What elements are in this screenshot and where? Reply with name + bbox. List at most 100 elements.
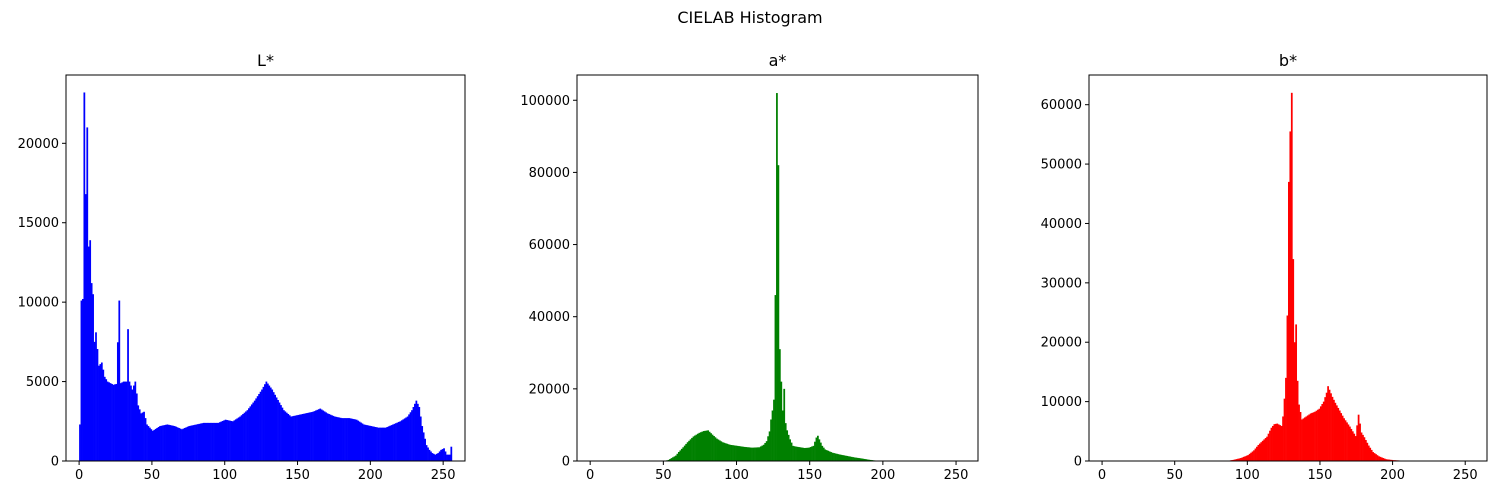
histogram-bar xyxy=(1373,453,1376,461)
histogram-bar xyxy=(764,442,767,461)
histogram-bar xyxy=(814,441,816,461)
histogram-bar xyxy=(1256,446,1258,461)
histogram-bar xyxy=(265,381,268,461)
histogram-bar xyxy=(843,455,846,461)
histogram-bar xyxy=(686,442,689,461)
histogram-bar xyxy=(1340,413,1343,461)
histogram-bar xyxy=(202,422,205,461)
histogram-bar xyxy=(294,415,297,461)
histogram-bar xyxy=(198,423,201,461)
histogram-bar xyxy=(1292,259,1295,461)
histogram-bar xyxy=(175,426,177,461)
histogram-bar xyxy=(338,417,341,461)
histogram-bar xyxy=(275,397,278,461)
histogram-bar xyxy=(1266,436,1268,461)
histogram-bar xyxy=(745,447,748,461)
histogram-bar xyxy=(675,455,677,461)
histogram-bar xyxy=(108,382,110,461)
histogram-bar xyxy=(307,412,310,461)
histogram-bar xyxy=(1305,416,1308,461)
histogram-bar xyxy=(1283,398,1286,461)
histogram-bar xyxy=(446,454,448,461)
histogram-bar xyxy=(291,416,294,461)
histogram-bar xyxy=(293,415,295,461)
histogram-bar xyxy=(217,422,220,461)
histogram-bar xyxy=(380,427,383,461)
histogram-bar xyxy=(1360,432,1363,461)
histogram-bar xyxy=(740,446,743,461)
histogram-bar xyxy=(358,421,361,461)
histogram-bar xyxy=(1240,458,1242,461)
histogram-bar xyxy=(852,457,854,461)
histogram-bar xyxy=(373,426,376,461)
histogram-bar xyxy=(771,410,774,461)
histogram-bar xyxy=(296,415,298,461)
histogram-bar xyxy=(127,329,129,461)
histogram-bar xyxy=(685,443,688,461)
histogram-bar xyxy=(1250,452,1252,461)
histogram-bar xyxy=(387,426,390,461)
histogram-bar xyxy=(173,426,176,461)
histogram-bar xyxy=(329,414,332,461)
histogram-bar xyxy=(103,376,106,461)
histogram-bar xyxy=(672,457,674,461)
histogram-bar xyxy=(188,426,191,461)
histogram-bar xyxy=(331,415,333,461)
histogram-bar xyxy=(689,439,692,461)
histogram-bar xyxy=(683,445,686,461)
histogram-bar xyxy=(301,413,304,461)
histogram-bar xyxy=(165,424,167,461)
histogram-bar xyxy=(434,454,437,461)
histogram-bar xyxy=(762,444,765,461)
histogram-bar xyxy=(392,424,394,461)
histogram-bar xyxy=(131,389,134,461)
histogram-bar xyxy=(1279,425,1282,461)
histogram-bar xyxy=(424,438,426,461)
histogram-bar xyxy=(242,413,244,461)
histogram-bar xyxy=(272,392,275,461)
histogram-bar xyxy=(290,416,293,461)
y-tick-label: 10000 xyxy=(1041,395,1082,410)
histogram-bar xyxy=(93,341,96,461)
histogram-bar xyxy=(1258,443,1261,461)
figure-title: CIELAB Histogram xyxy=(677,8,823,27)
histogram-bar xyxy=(189,425,192,461)
histogram-bar xyxy=(701,431,704,461)
histogram-bar xyxy=(83,92,86,461)
histogram-bar xyxy=(1331,396,1334,461)
histogram-bar xyxy=(326,413,329,461)
histogram-bar xyxy=(1317,409,1319,461)
histogram-bar xyxy=(795,446,797,461)
histogram-bar xyxy=(100,362,103,461)
histogram-bar xyxy=(1386,459,1389,461)
histogram-bar xyxy=(1346,422,1348,461)
histogram-bar xyxy=(444,451,447,461)
histogram-bar xyxy=(1289,131,1292,462)
histogram-bar xyxy=(448,454,451,461)
histogram-bar xyxy=(679,450,682,461)
histogram-bar xyxy=(408,414,410,461)
histogram-bar xyxy=(149,427,151,461)
histogram-bar xyxy=(427,447,429,461)
histogram-bar xyxy=(323,411,326,461)
histogram-bar xyxy=(1362,434,1364,461)
histogram-bar xyxy=(233,420,236,461)
y-tick-label: 30000 xyxy=(1041,276,1082,291)
histogram-bar xyxy=(106,381,109,461)
histogram-bar xyxy=(288,415,291,461)
histogram-bar xyxy=(229,420,231,461)
histogram-bar xyxy=(1276,423,1279,461)
histogram-bar xyxy=(1241,457,1244,461)
histogram-bar xyxy=(287,413,290,461)
histogram-bar xyxy=(266,383,269,461)
histogram-bar xyxy=(1247,455,1250,461)
histogram-bar xyxy=(821,445,824,461)
axes-frame xyxy=(576,74,979,462)
histogram-bar xyxy=(213,422,215,461)
histogram-bar xyxy=(328,413,330,461)
histogram-bar xyxy=(239,416,242,461)
histogram-bar xyxy=(160,425,163,461)
histogram-bar xyxy=(226,420,228,461)
histogram-bar xyxy=(312,411,314,461)
histogram-bar xyxy=(415,400,418,461)
